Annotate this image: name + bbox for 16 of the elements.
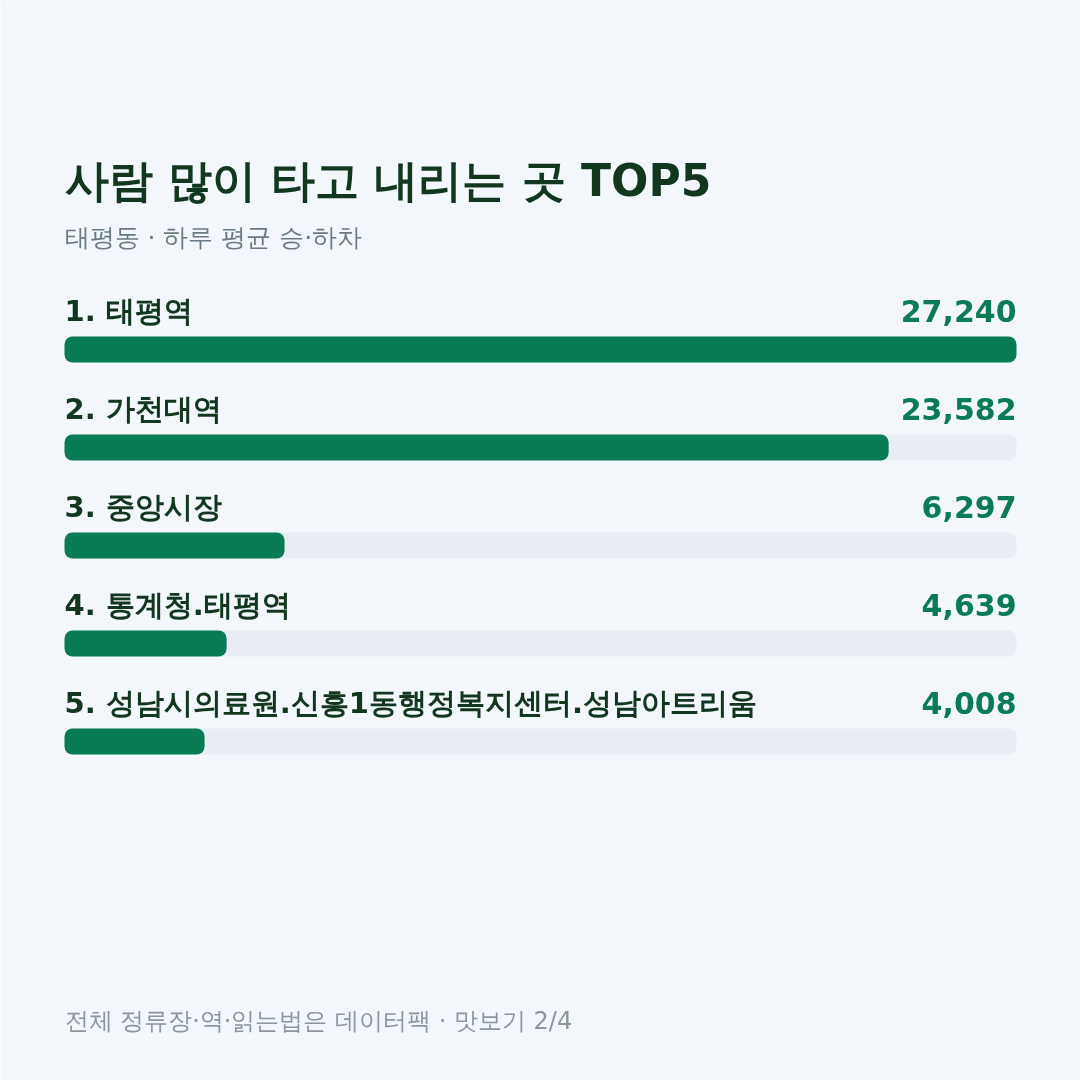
data-label: 23,582 (900, 391, 1017, 427)
text: 전체 정류장·역·읽는법은 데이터팩 · 맛보기 2/4 (64, 1006, 573, 1035)
y-tick-label: 2. 가천대역 (64, 391, 222, 426)
y-tick-label: 4. 통계청.태평역 (64, 587, 291, 622)
data-label: 4,008 (921, 685, 1017, 721)
data-label: 4,639 (921, 587, 1017, 623)
data-label: 27,240 (900, 293, 1017, 329)
data-label: 6,297 (921, 489, 1017, 525)
bar (64, 728, 205, 755)
bar (64, 532, 285, 559)
chart-title: 사람 많이 타고 내리는 곳 TOP5 (64, 155, 712, 206)
bar (64, 630, 227, 657)
y-tick-label: 5. 성남시의료원.신흥1동행정복지센터.성남아트리움 (64, 685, 758, 720)
y-tick-label: 1. 태평역 (64, 293, 193, 328)
y-tick-label: 3. 중앙시장 (64, 489, 222, 524)
chart-subtitle: 태평동 · 하루 평균 승·하차 (64, 223, 363, 252)
